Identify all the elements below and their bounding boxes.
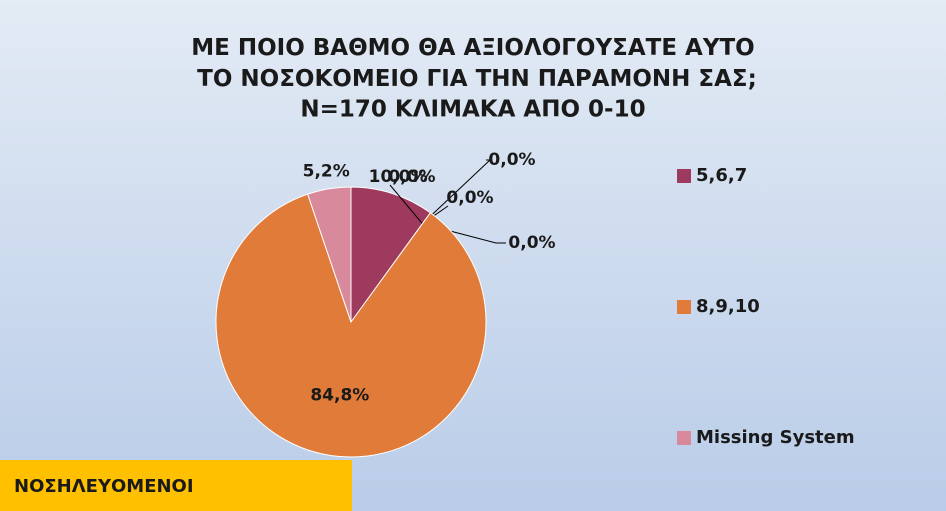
- data-label: 10,0%: [369, 167, 428, 187]
- pie-slice: [350, 186, 432, 324]
- legend-swatch: [677, 300, 691, 314]
- annotation: ΝΟΣΗΛΕΥΟΜΕΝΟΙ: [14, 476, 194, 497]
- data-label: 84,8%: [310, 385, 369, 405]
- data-label: 0,0%: [488, 150, 535, 170]
- leader-line: [389, 184, 423, 225]
- pie-slice: [307, 186, 352, 323]
- annotation-box: [0, 460, 352, 511]
- chart-subtitle: N=170 ΚΛΙΜΑΚΑ ΑΠΟ 0-10: [300, 97, 645, 123]
- legend-swatch: [677, 431, 691, 445]
- data-label: 0,0%: [388, 167, 435, 187]
- data-label: 5,2%: [303, 161, 350, 181]
- pie-slice: [215, 193, 487, 458]
- data-label: 0,0%: [446, 188, 493, 208]
- data-label: 0,0%: [508, 233, 555, 253]
- legend-swatch: [677, 169, 691, 183]
- legend-label: 5,6,7: [696, 165, 747, 186]
- legend-label: Missing System: [696, 427, 855, 448]
- leader-line: [422, 159, 492, 225]
- chart-title: ΜΕ ΠΟΙΟ ΒΑΘΜΟ ΘΑ ΑΞΙΟΛΟΓΟΥΣΑΤΕ ΑΥΤΟ ΤΟ Ν…: [189, 35, 757, 92]
- legend-label: 8,9,10: [696, 296, 760, 317]
